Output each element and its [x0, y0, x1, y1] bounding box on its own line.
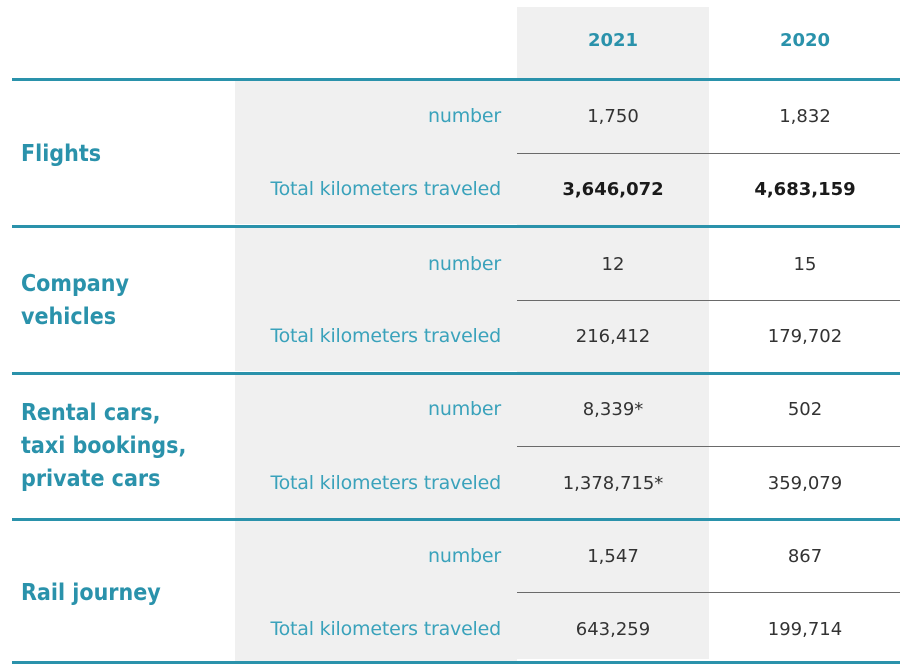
row-label-km: Total kilometers traveled — [270, 325, 501, 347]
row-label-km: Total kilometers traveled — [270, 618, 501, 640]
category-company-vehicles: Company vehicles — [21, 268, 231, 334]
flights-label-background — [235, 81, 517, 224]
company-vehicles-km-2020: 179,702 — [767, 326, 843, 347]
rental-cars-number-2021: 8,339* — [582, 399, 644, 420]
row-label-number: number — [428, 398, 501, 420]
row-divider — [517, 592, 900, 593]
category-line: taxi bookings, — [21, 433, 187, 459]
flights-km-2020: 4,683,159 — [754, 179, 856, 200]
rail-journey-km-2020: 199,714 — [767, 619, 843, 640]
rental-cars-km-2021: 1,378,715* — [562, 473, 664, 494]
category-line: Rental cars, — [21, 400, 161, 426]
header-2021: 2021 — [587, 30, 639, 51]
rental-cars-km-2020: 359,079 — [767, 473, 843, 494]
row-label-number: number — [428, 105, 501, 127]
row-label-km: Total kilometers traveled — [270, 178, 501, 200]
category-line: Company — [21, 271, 129, 297]
row-divider — [517, 300, 900, 301]
section-divider — [12, 78, 900, 81]
category-rental-cars: Rental cars, taxi bookings, private cars — [21, 397, 231, 496]
rail-journey-number-2020: 867 — [787, 546, 823, 567]
row-divider — [517, 153, 900, 154]
section-divider — [12, 372, 900, 375]
category-line: private cars — [21, 466, 161, 492]
rental-cars-number-2020: 502 — [787, 399, 823, 420]
row-label-number: number — [428, 545, 501, 567]
company-vehicles-number-2020: 15 — [793, 254, 817, 275]
category-rail-journey: Rail journey — [21, 580, 161, 606]
row-label-km: Total kilometers traveled — [270, 472, 501, 494]
rail-journey-km-2021: 643,259 — [575, 619, 651, 640]
flights-number-2020: 1,832 — [779, 106, 831, 127]
rental-cars-label-background — [235, 375, 517, 518]
rail-journey-label-background — [235, 521, 517, 661]
flights-km-2021: 3,646,072 — [562, 179, 664, 200]
header-2020: 2020 — [779, 30, 831, 51]
section-divider — [12, 225, 900, 228]
column-2021-background — [517, 7, 709, 659]
flights-number-2021: 1,750 — [587, 106, 639, 127]
company-vehicles-label-background — [235, 228, 517, 371]
section-divider — [12, 518, 900, 521]
row-label-number: number — [428, 253, 501, 275]
row-divider — [517, 446, 900, 447]
company-vehicles-km-2021: 216,412 — [575, 326, 651, 347]
company-vehicles-number-2021: 12 — [601, 254, 625, 275]
section-divider — [12, 661, 900, 664]
category-line: vehicles — [21, 304, 117, 330]
category-flights: Flights — [21, 141, 102, 167]
rail-journey-number-2021: 1,547 — [587, 546, 639, 567]
